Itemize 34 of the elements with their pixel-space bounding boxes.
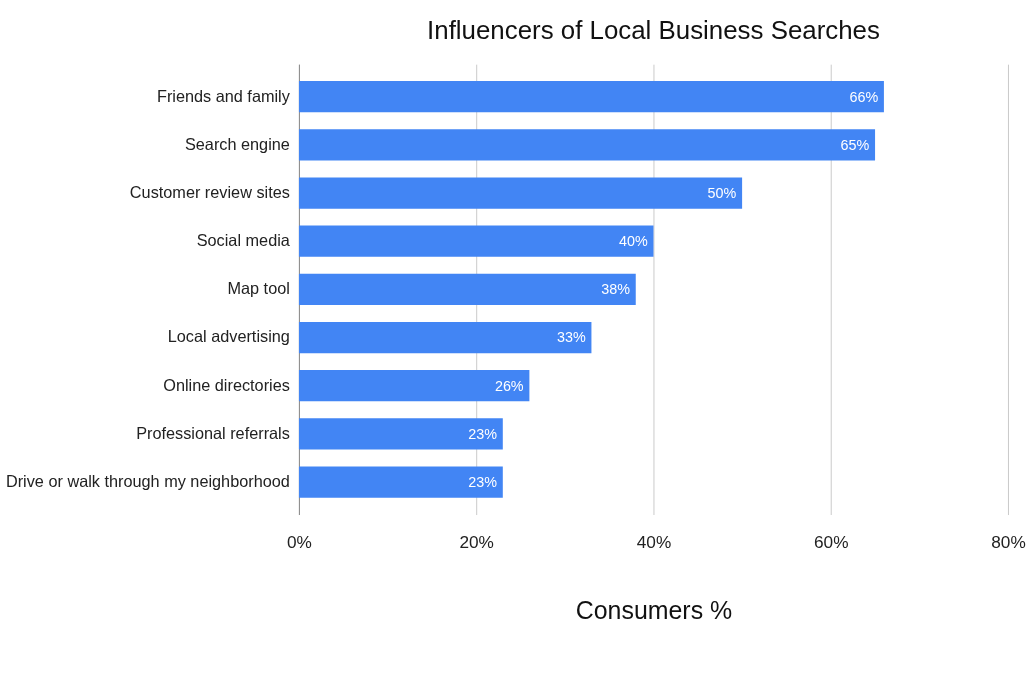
data-label: 65% [840,136,870,153]
y-tick-label: Friends and family [156,86,291,105]
y-tick-label: Local advertising [167,327,290,346]
y-tick-label: Search engine [184,134,290,153]
data-label: 40% [618,233,648,250]
x-tick-label: 40% [636,531,672,552]
y-tick-label: Social media [196,231,291,250]
data-label: 38% [601,281,631,298]
bar [298,321,592,354]
bar [298,418,503,450]
bar [298,370,530,402]
x-tick-label: 80% [991,531,1026,552]
data-label: 23% [468,425,498,442]
data-label: 23% [468,473,498,490]
data-label: 50% [707,184,737,201]
y-tick-label: Drive or walk through my neighborhood [5,471,290,490]
bar [298,177,743,209]
data-label: 26% [494,377,524,394]
data-label: 66% [849,88,879,105]
x-tick-label: 0% [286,531,312,552]
bar [298,225,654,257]
chart-title: Influencers of Local Business Searches [427,16,880,45]
bar [298,81,884,113]
bar [298,466,503,498]
x-tick-label: 60% [813,531,849,552]
data-label: 33% [556,329,586,346]
bar [298,129,876,161]
y-tick-label: Map tool [227,279,290,298]
y-tick-label: Customer review sites [129,182,290,201]
y-tick-label: Professional referrals [136,423,290,442]
x-axis-title: Consumers % [575,596,733,625]
x-tick-label: 20% [459,531,494,552]
bar [298,273,636,306]
y-tick-label: Online directories [163,375,290,394]
